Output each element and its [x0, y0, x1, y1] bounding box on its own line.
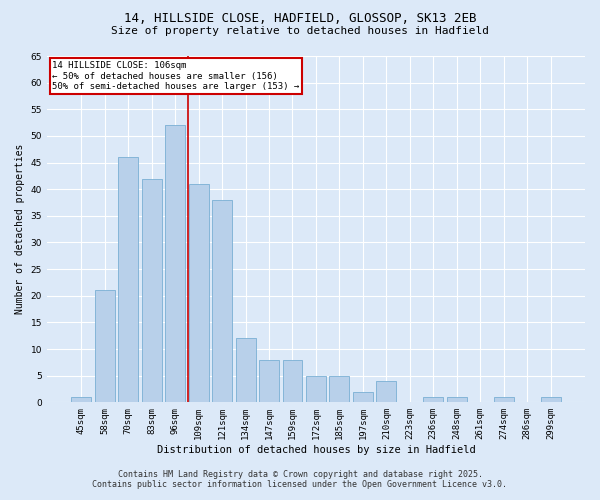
- Bar: [142, 178, 162, 402]
- Bar: [447, 397, 467, 402]
- Bar: [212, 200, 232, 402]
- Bar: [541, 397, 560, 402]
- Text: 14 HILLSIDE CLOSE: 106sqm
← 50% of detached houses are smaller (156)
50% of semi: 14 HILLSIDE CLOSE: 106sqm ← 50% of detac…: [52, 61, 299, 91]
- Bar: [165, 126, 185, 402]
- Bar: [306, 376, 326, 402]
- Text: Contains HM Land Registry data © Crown copyright and database right 2025.
Contai: Contains HM Land Registry data © Crown c…: [92, 470, 508, 489]
- Bar: [236, 338, 256, 402]
- Y-axis label: Number of detached properties: Number of detached properties: [15, 144, 25, 314]
- Text: 14, HILLSIDE CLOSE, HADFIELD, GLOSSOP, SK13 2EB: 14, HILLSIDE CLOSE, HADFIELD, GLOSSOP, S…: [124, 12, 476, 26]
- Text: Size of property relative to detached houses in Hadfield: Size of property relative to detached ho…: [111, 26, 489, 36]
- Bar: [353, 392, 373, 402]
- Bar: [423, 397, 443, 402]
- Bar: [259, 360, 279, 403]
- Bar: [283, 360, 302, 403]
- Bar: [71, 397, 91, 402]
- Bar: [95, 290, 115, 403]
- Bar: [494, 397, 514, 402]
- Bar: [118, 157, 138, 402]
- Bar: [376, 381, 397, 402]
- X-axis label: Distribution of detached houses by size in Hadfield: Distribution of detached houses by size …: [157, 445, 475, 455]
- Bar: [329, 376, 349, 402]
- Bar: [188, 184, 209, 402]
